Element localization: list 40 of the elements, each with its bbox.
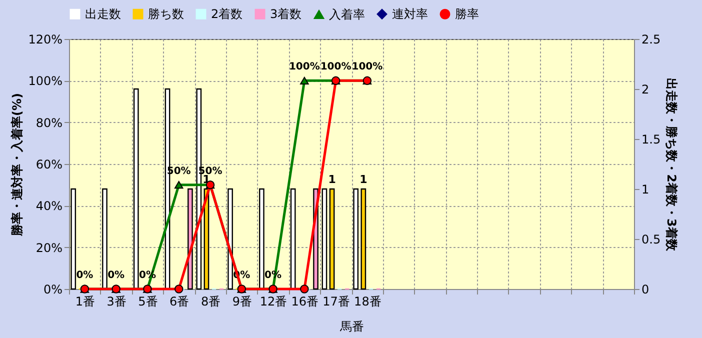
y-tick-label: 40% [36, 199, 62, 214]
x-tick-label: 9番 [232, 294, 252, 308]
y-axis-title: 勝率・連対率・入着率(%) [10, 93, 24, 237]
y-tick-label: 80% [36, 116, 62, 130]
x-tick-label: 18番 [354, 294, 382, 308]
x-axis-title: 馬番 [339, 320, 364, 334]
legend-label: 出走数 [85, 7, 121, 22]
y2-tick-label: 0 [642, 282, 650, 296]
data-label: 1 [328, 173, 336, 186]
y2-tick-label: 1.5 [642, 132, 661, 146]
x-tick-label: 16番 [291, 294, 319, 308]
y2-tick-label: 2.5 [642, 32, 661, 46]
x-tick-label: 8番 [200, 294, 221, 308]
legend-label: 2着数 [211, 7, 243, 22]
x-tick-label: 5番 [138, 294, 158, 308]
x-tick-label: 1番 [75, 294, 96, 308]
data-label: 100% [352, 62, 383, 73]
data-label: 1 [360, 173, 368, 186]
x-tick-label: 12番 [260, 294, 288, 308]
legend-label: 3着数 [270, 7, 302, 22]
y-tick-label: 120% [28, 32, 62, 46]
y-tick-label: 60% [36, 158, 62, 172]
x-tick-label: 3番 [106, 294, 126, 308]
y-tick-label: 100% [28, 74, 62, 88]
x-tick-label: 6番 [170, 294, 190, 308]
legend-label: 勝率 [455, 7, 479, 22]
data-label: 0% [108, 270, 125, 281]
y2-tick-label: 2 [642, 82, 650, 96]
y2-tick-label: 0.5 [642, 232, 661, 246]
y2-tick-label: 1 [642, 182, 650, 196]
legend-label: 連対率 [392, 7, 428, 22]
y2-axis-title: 出走数・勝ち数・2着数・3着数 [664, 78, 679, 252]
y-tick-label: 0% [43, 282, 62, 296]
data-label: 100% [288, 62, 320, 73]
x-tick-label: 17番 [322, 294, 350, 308]
legend-label: 勝ち数 [148, 7, 184, 22]
data-label: 100% [320, 62, 352, 73]
legend-label: 入着率 [329, 7, 365, 22]
y-tick-label: 20% [36, 240, 62, 255]
data-label: 0% [76, 270, 94, 281]
